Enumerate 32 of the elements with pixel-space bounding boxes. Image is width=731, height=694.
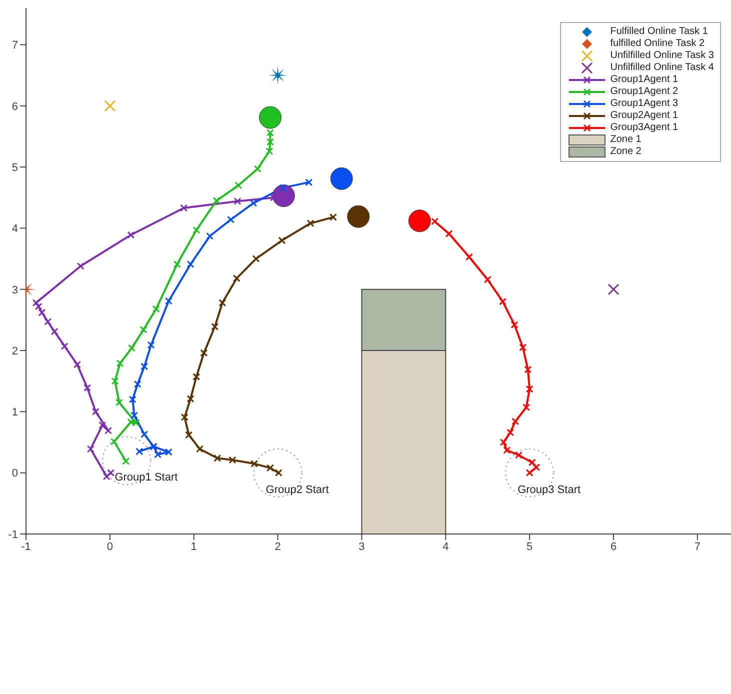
y-tick-label: 1 [12, 406, 18, 419]
y-tick-label: 6 [12, 100, 18, 113]
y-tick-label: 0 [12, 468, 18, 480]
legend-label: Zone 2 [610, 146, 642, 158]
x-tick-label: 1 [190, 540, 197, 553]
legend-label: Unfilfilled Online Task 3 [610, 50, 714, 62]
annotation: Group1 Start [114, 472, 178, 484]
legend-label: Group3Agent 1 [610, 122, 678, 134]
legend-label: Zone 1 [610, 134, 642, 146]
x-tick-label: 3 [358, 540, 365, 553]
x-tick-label: 4 [442, 540, 449, 553]
legend-label: Fulfilled Online Task 1 [610, 26, 708, 38]
legend-label: Group1Agent 3 [610, 98, 678, 110]
x-tick-label: 7 [694, 540, 700, 553]
y-tick-label: -1 [8, 528, 18, 541]
legend-label: Group2Agent 1 [610, 110, 678, 122]
x-tick-label: 2 [274, 540, 281, 553]
x-tick-label: 0 [106, 540, 113, 553]
x-tick-label: 5 [526, 540, 533, 553]
legend-label: fulfilled Online Task 2 [610, 38, 705, 50]
legend-label: Unfilfilled Online Task 4 [610, 62, 714, 74]
y-tick-label: 5 [12, 162, 18, 174]
legend-label: Group1Agent 1 [610, 74, 678, 86]
x-tick-label: 6 [610, 540, 617, 553]
y-tick-label: 4 [12, 223, 18, 236]
y-tick-label: 7 [12, 40, 18, 52]
x-tick-label: -1 [21, 540, 31, 553]
y-tick-label: 3 [12, 284, 18, 296]
annotation: Group3 Start [518, 484, 581, 496]
annotation: Group2 Start [266, 484, 329, 496]
y-tick-label: 2 [12, 345, 18, 358]
legend-label: Group1Agent 2 [610, 86, 678, 98]
